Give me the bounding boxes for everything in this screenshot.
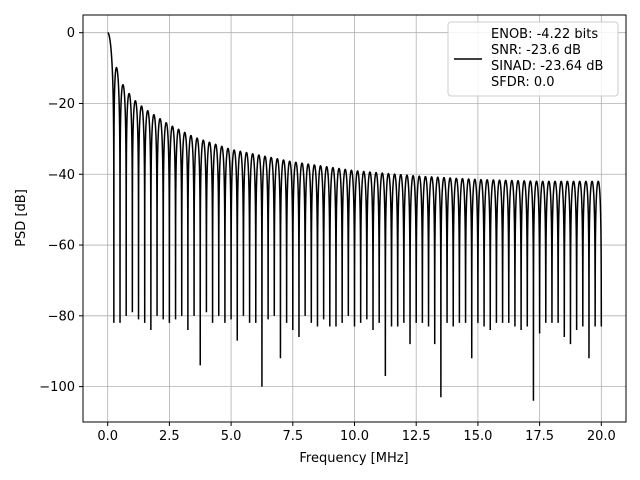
plot-area [107, 31, 603, 401]
y-tick-label: −60 [48, 239, 75, 254]
x-tick-label: 7.5 [282, 429, 303, 444]
x-tick-label: 12.5 [402, 429, 431, 444]
x-axis-label: Frequency [MHz] [299, 451, 408, 466]
y-tick-label: −20 [48, 97, 75, 112]
y-axis: 0 −20 −40 −60 −80 −100 [39, 26, 83, 395]
psd-series-line [107, 31, 603, 401]
y-tick-label: −100 [39, 380, 75, 395]
x-tick-label: 10.0 [340, 429, 369, 444]
legend-entry-label: ENOB: -4.22 bits SNR: -23.6 dB SINAD: -23.… [491, 27, 603, 90]
x-tick-label: 0.0 [97, 429, 118, 444]
x-axis: 0.0 2.5 5.0 7.5 10.0 12.5 15.0 17.5 20.0 [97, 422, 616, 444]
y-tick-label: 0 [67, 26, 75, 41]
x-tick-label: 17.5 [525, 429, 554, 444]
x-tick-label: 20.0 [587, 429, 616, 444]
y-tick-label: −80 [48, 309, 75, 324]
y-tick-label: −40 [48, 168, 75, 183]
legend-box [447, 21, 619, 97]
y-axis-label: PSD [dB] [14, 189, 29, 247]
x-tick-label: 2.5 [159, 429, 180, 444]
legend: ENOB: -4.22 bits SNR: -23.6 dB SINAD: -23.… [447, 21, 619, 97]
x-tick-label: 15.0 [463, 429, 492, 444]
x-tick-label: 5.0 [221, 429, 242, 444]
